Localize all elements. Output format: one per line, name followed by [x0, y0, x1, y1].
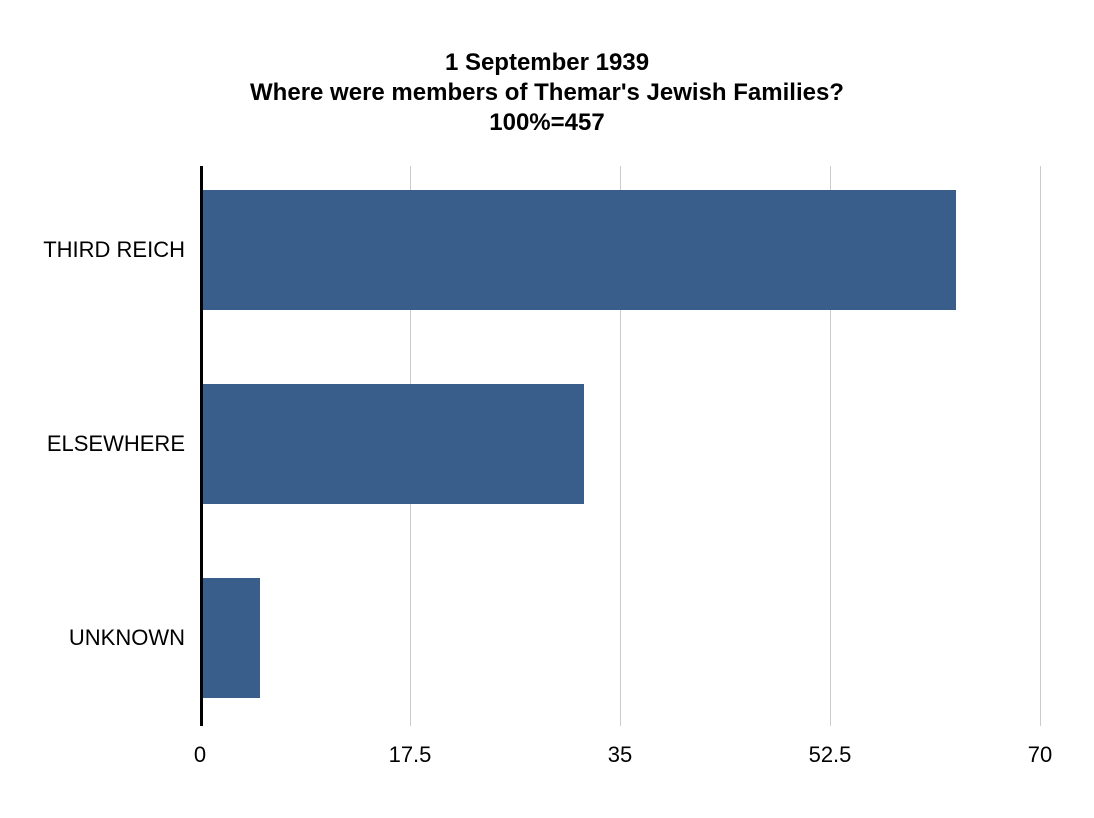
- bar: [203, 190, 956, 310]
- x-tick-label: 35: [608, 742, 632, 768]
- x-tick-label: 52.5: [809, 742, 852, 768]
- x-gridline: [1040, 166, 1041, 726]
- y-category-label: THIRD REICH: [43, 237, 185, 263]
- bar: [203, 384, 584, 504]
- x-tick-label: 17.5: [389, 742, 432, 768]
- x-tick-label: 0: [194, 742, 206, 768]
- y-axis-line: [200, 166, 203, 726]
- title-line-3: 100%=457: [0, 108, 1094, 138]
- chart-title: 1 September 1939 Where were members of T…: [0, 48, 1094, 138]
- title-line-2: Where were members of Themar's Jewish Fa…: [0, 78, 1094, 108]
- title-line-1: 1 September 1939: [0, 48, 1094, 78]
- y-category-label: UNKNOWN: [69, 625, 185, 651]
- y-category-label: ELSEWHERE: [47, 431, 185, 457]
- bar: [203, 578, 260, 698]
- plot-area: 017.53552.570THIRD REICHELSEWHEREUNKNOWN: [200, 166, 1040, 726]
- chart-container: 1 September 1939 Where were members of T…: [0, 0, 1094, 818]
- x-tick-label: 70: [1028, 742, 1052, 768]
